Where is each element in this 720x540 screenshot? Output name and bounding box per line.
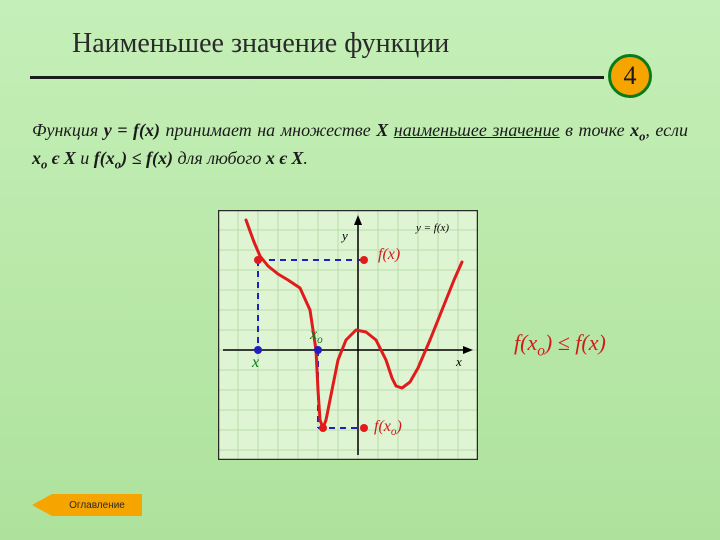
slide-number-badge: 4 (608, 54, 652, 98)
toc-arrow-icon (32, 494, 52, 516)
y-axis-label: y (342, 228, 348, 244)
title-underline (30, 76, 604, 79)
x0-label: xo (310, 326, 323, 346)
inequality-text: f(xo) ≤ f(x) (514, 330, 606, 360)
page-title: Наименьшее значение функции (72, 28, 449, 60)
fx-label: f(x) (378, 246, 400, 264)
function-graph: y = f(x) y x f(x) f(xo) xo x (218, 210, 478, 460)
x-point-label: x (252, 354, 259, 372)
toc-button[interactable]: Оглавление (52, 494, 142, 516)
chart-svg (218, 210, 478, 460)
x-axis-label: x (456, 354, 462, 370)
definition-text: Функция у = f(x) принимает на множестве … (32, 118, 688, 173)
curve-label: y = f(x) (416, 222, 449, 234)
fx0-label: f(xo) (374, 418, 402, 438)
